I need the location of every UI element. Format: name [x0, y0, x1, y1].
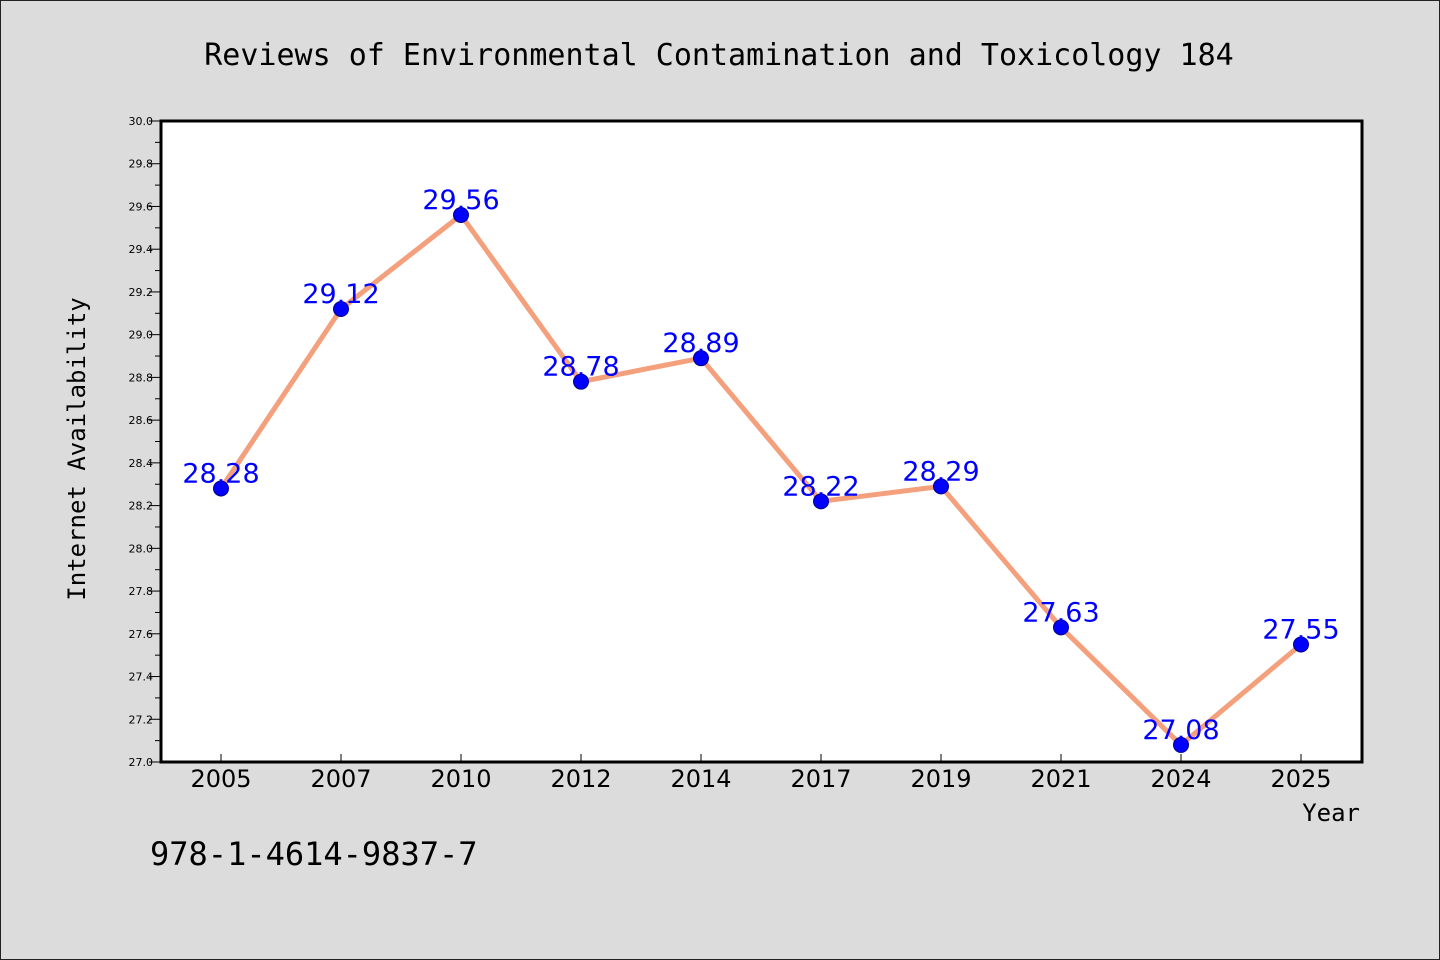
data-point: [813, 493, 829, 510]
data-label: 28.28: [182, 459, 259, 490]
data-label: 28.89: [662, 328, 739, 359]
y-axis-label: Internet Availability: [63, 297, 91, 600]
y-tick-label: 30.0: [129, 115, 154, 128]
y-tick-label: 28.8: [129, 371, 154, 384]
y-tick-label: 29.8: [129, 158, 154, 171]
x-tick-label: 2005: [190, 765, 251, 793]
y-tick-label: 29.2: [129, 286, 154, 299]
y-tick-label: 29.0: [129, 329, 154, 342]
data-label: 27.08: [1142, 715, 1219, 746]
x-tick-label: 2021: [1030, 765, 1091, 793]
y-tick-label: 29.6: [129, 200, 154, 213]
series-line: [218, 212, 1304, 748]
y-tick-label: 28.4: [129, 457, 154, 470]
x-tick-label: 2007: [310, 765, 371, 793]
plot-area: [159, 119, 1364, 764]
data-point: [1173, 736, 1189, 753]
x-tick-label: 2012: [550, 765, 611, 793]
data-label: 28.22: [782, 471, 859, 502]
data-label: 29.56: [422, 185, 499, 216]
x-tick-label: 2019: [910, 765, 971, 793]
marker-layer: [213, 207, 1309, 753]
y-axis: 27.0 27.2 27.4 27.6 27.8 28.0 28.2 28.4 28.6 28.8…: [129, 115, 161, 769]
data-label: 28.29: [902, 456, 979, 487]
x-tick-label: 2025: [1270, 765, 1331, 793]
y-tick-label: 27.8: [129, 585, 154, 598]
x-axis: 2005 2007 2010 2012 2014 2017 2019 2021 2024 2025: [190, 754, 1332, 793]
x-tick-label: 2014: [670, 765, 731, 793]
chart-title: Reviews of Environmental Contamination a…: [204, 38, 1234, 73]
data-point: [933, 478, 949, 495]
y-tick-label: 27.0: [129, 756, 154, 769]
data-point: [453, 207, 469, 224]
x-tick-label: 2010: [430, 765, 491, 793]
y-tick-label: 28.6: [129, 414, 154, 427]
x-tick-label: 2024: [1150, 765, 1211, 793]
data-label: 27.55: [1262, 614, 1339, 645]
data-label: 28.78: [542, 352, 619, 383]
y-tick-label: 27.2: [129, 713, 154, 726]
data-label-layer: 28.28 29.12 29.56 28.78 28.89 28.22 28.29 27.63…: [182, 185, 1339, 746]
data-point: [1293, 636, 1309, 653]
data-point: [333, 301, 349, 318]
data-label: 27.63: [1022, 597, 1099, 628]
y-tick-label: 27.4: [129, 671, 154, 684]
y-tick-label: 27.6: [129, 628, 154, 641]
data-point: [213, 480, 229, 497]
y-tick-label: 28.2: [129, 500, 154, 513]
x-axis-label: Year: [1302, 799, 1360, 827]
y-tick-label: 28.0: [129, 542, 154, 555]
x-tick-label: 2017: [790, 765, 851, 793]
isbn-footer: 978-1-4614-9837-7: [150, 835, 478, 873]
data-point: [1053, 619, 1069, 636]
data-point: [693, 350, 709, 367]
data-point: [573, 373, 589, 390]
y-tick-label: 29.4: [129, 243, 154, 256]
series-line-layer: [218, 212, 1304, 748]
data-label: 29.12: [302, 279, 379, 310]
